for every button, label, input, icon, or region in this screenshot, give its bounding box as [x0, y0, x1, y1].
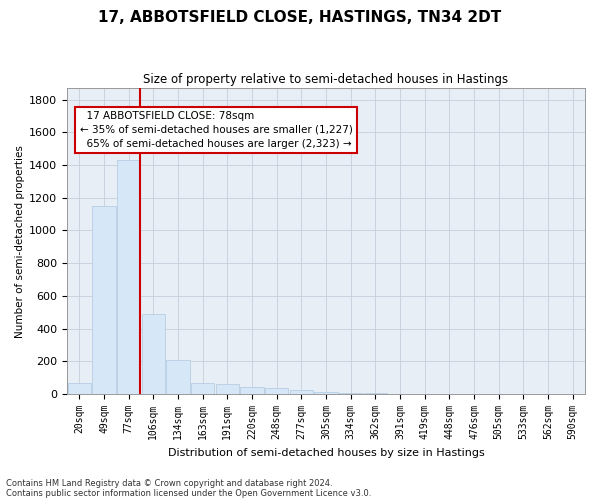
Bar: [290, 390, 313, 394]
Bar: [364, 392, 387, 394]
Text: Contains public sector information licensed under the Open Government Licence v3: Contains public sector information licen…: [6, 488, 371, 498]
Bar: [142, 314, 165, 394]
Bar: [265, 388, 289, 394]
Bar: [68, 382, 91, 394]
Bar: [240, 387, 264, 394]
Text: 17, ABBOTSFIELD CLOSE, HASTINGS, TN34 2DT: 17, ABBOTSFIELD CLOSE, HASTINGS, TN34 2D…: [98, 10, 502, 25]
Bar: [92, 206, 116, 394]
Title: Size of property relative to semi-detached houses in Hastings: Size of property relative to semi-detach…: [143, 72, 509, 86]
Text: 17 ABBOTSFIELD CLOSE: 78sqm
← 35% of semi-detached houses are smaller (1,227)
  : 17 ABBOTSFIELD CLOSE: 78sqm ← 35% of sem…: [80, 111, 352, 149]
Bar: [117, 160, 140, 394]
Text: Contains HM Land Registry data © Crown copyright and database right 2024.: Contains HM Land Registry data © Crown c…: [6, 478, 332, 488]
X-axis label: Distribution of semi-detached houses by size in Hastings: Distribution of semi-detached houses by …: [167, 448, 484, 458]
Bar: [215, 384, 239, 394]
Bar: [314, 392, 338, 394]
Bar: [339, 393, 362, 394]
Bar: [191, 382, 214, 394]
Bar: [166, 360, 190, 394]
Y-axis label: Number of semi-detached properties: Number of semi-detached properties: [15, 144, 25, 338]
